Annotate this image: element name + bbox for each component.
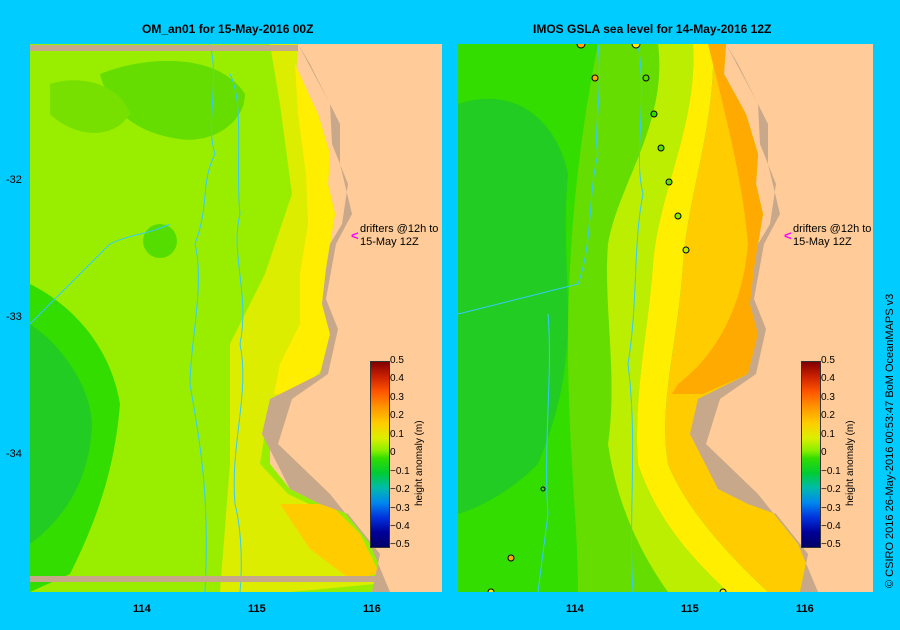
right-colorbar	[801, 361, 821, 548]
credit-text: © CSIRO 2016 26-May-2016 00:53:47 BoM Oc…	[884, 293, 896, 588]
left-panel-title: OM_an01 for 15-May-2016 00Z	[142, 22, 314, 36]
y-tick-lat-34: -34	[6, 448, 22, 460]
left-green-top	[100, 60, 245, 140]
right-drifter-marker	[487, 588, 495, 592]
right-cbar-tick: 0.3	[821, 392, 835, 403]
left-cbar-tick: 0.2	[390, 410, 404, 421]
x-tick-lon-114-left: 114	[133, 603, 151, 615]
left-cbar-tick: −0.3	[390, 503, 410, 514]
right-green-dark	[458, 98, 568, 515]
left-eddy	[143, 224, 177, 258]
left-coast-shelf	[262, 44, 390, 592]
left-green-top2	[50, 80, 130, 133]
right-drifter-marker	[650, 110, 658, 118]
left-cbar-tick: −0.5	[390, 539, 410, 550]
right-bathymetry-line-2	[627, 44, 644, 592]
right-cbar-tick: −0.3	[821, 503, 841, 514]
left-drifter-arrow-icon: <	[351, 228, 359, 243]
left-bathymetry-line-1	[189, 44, 216, 592]
right-cbar-tick: −0.5	[821, 539, 841, 550]
right-deep-orange-core	[672, 44, 763, 394]
right-drifter-marker	[591, 74, 599, 82]
left-drifter-label-line2: 15-May 12Z	[360, 236, 419, 248]
left-map-panel	[30, 44, 442, 592]
x-tick-lon-116-left: 116	[363, 603, 381, 615]
right-drifter-marker	[576, 44, 586, 49]
y-tick-lat-33: -33	[6, 311, 22, 323]
x-tick-lon-114-right: 114	[566, 603, 584, 615]
right-drifter-marker	[540, 486, 546, 492]
left-cbar-tick: 0	[390, 447, 396, 458]
left-green-dark	[30, 324, 92, 544]
right-drifter-label-line2: 15-May 12Z	[793, 236, 852, 248]
x-tick-lon-115-left: 115	[248, 603, 266, 615]
right-drifter-marker	[507, 554, 515, 562]
right-cbar-tick: 0.4	[821, 373, 835, 384]
right-cbar-tick: 0	[821, 447, 827, 458]
right-drifter-marker	[719, 588, 727, 592]
left-drifter-label-line1: drifters @12h to	[360, 223, 439, 235]
right-cbar-tick: 0.1	[821, 429, 835, 440]
left-cbar-tick: 0.5	[390, 355, 404, 366]
left-yellow-band	[220, 44, 375, 592]
left-bathymetry-line-2	[229, 73, 244, 592]
left-drifter-label: drifters @12h to 15-May 12Z	[360, 223, 438, 249]
y-tick-lat-32: -32	[6, 174, 22, 186]
right-bathymetry-line-3	[537, 313, 550, 592]
right-panel-title: IMOS GSLA sea level for 14-May-2016 12Z	[533, 22, 772, 36]
right-drifter-arrow-icon: <	[784, 228, 792, 243]
right-drifter-label: drifters @12h to 15-May 12Z	[793, 223, 871, 249]
right-colorbar-label: height anomaly (m)	[845, 420, 856, 506]
right-yellow-band	[636, 44, 768, 592]
left-cbar-tick: −0.1	[390, 466, 410, 477]
x-tick-lon-115-right: 115	[681, 603, 699, 615]
right-cbar-tick: 0.5	[821, 355, 835, 366]
left-cbar-tick: −0.4	[390, 521, 410, 532]
left-orange-patch	[280, 504, 380, 579]
right-drifter-marker	[674, 212, 682, 220]
right-drifter-marker	[665, 178, 673, 186]
right-drifter-marker	[682, 246, 690, 254]
right-cbar-tick: −0.1	[821, 466, 841, 477]
left-bathymetry-line-3	[30, 223, 171, 325]
left-yellow2-band	[274, 64, 335, 396]
right-drifter-marker	[642, 74, 650, 82]
x-tick-lon-116-right: 116	[796, 603, 814, 615]
right-coast-shelf	[690, 44, 818, 592]
right-bathymetry-line-1	[458, 44, 600, 315]
right-cbar-tick: −0.4	[821, 521, 841, 532]
right-cbar-tick: −0.2	[821, 484, 841, 495]
right-drifter-marker	[631, 44, 641, 49]
right-drifter-label-line1: drifters @12h to	[793, 223, 872, 235]
left-colorbar-label: height anomaly (m)	[414, 420, 425, 506]
left-cbar-tick: 0.4	[390, 373, 404, 384]
left-cbar-tick: −0.2	[390, 484, 410, 495]
right-drifter-marker	[657, 144, 665, 152]
left-colorbar	[370, 361, 390, 548]
left-cbar-tick: 0.1	[390, 429, 404, 440]
left-map-field	[30, 44, 442, 592]
right-cbar-tick: 0.2	[821, 410, 835, 421]
right-yellow-green-band	[606, 44, 728, 592]
left-cbar-tick: 0.3	[390, 392, 404, 403]
